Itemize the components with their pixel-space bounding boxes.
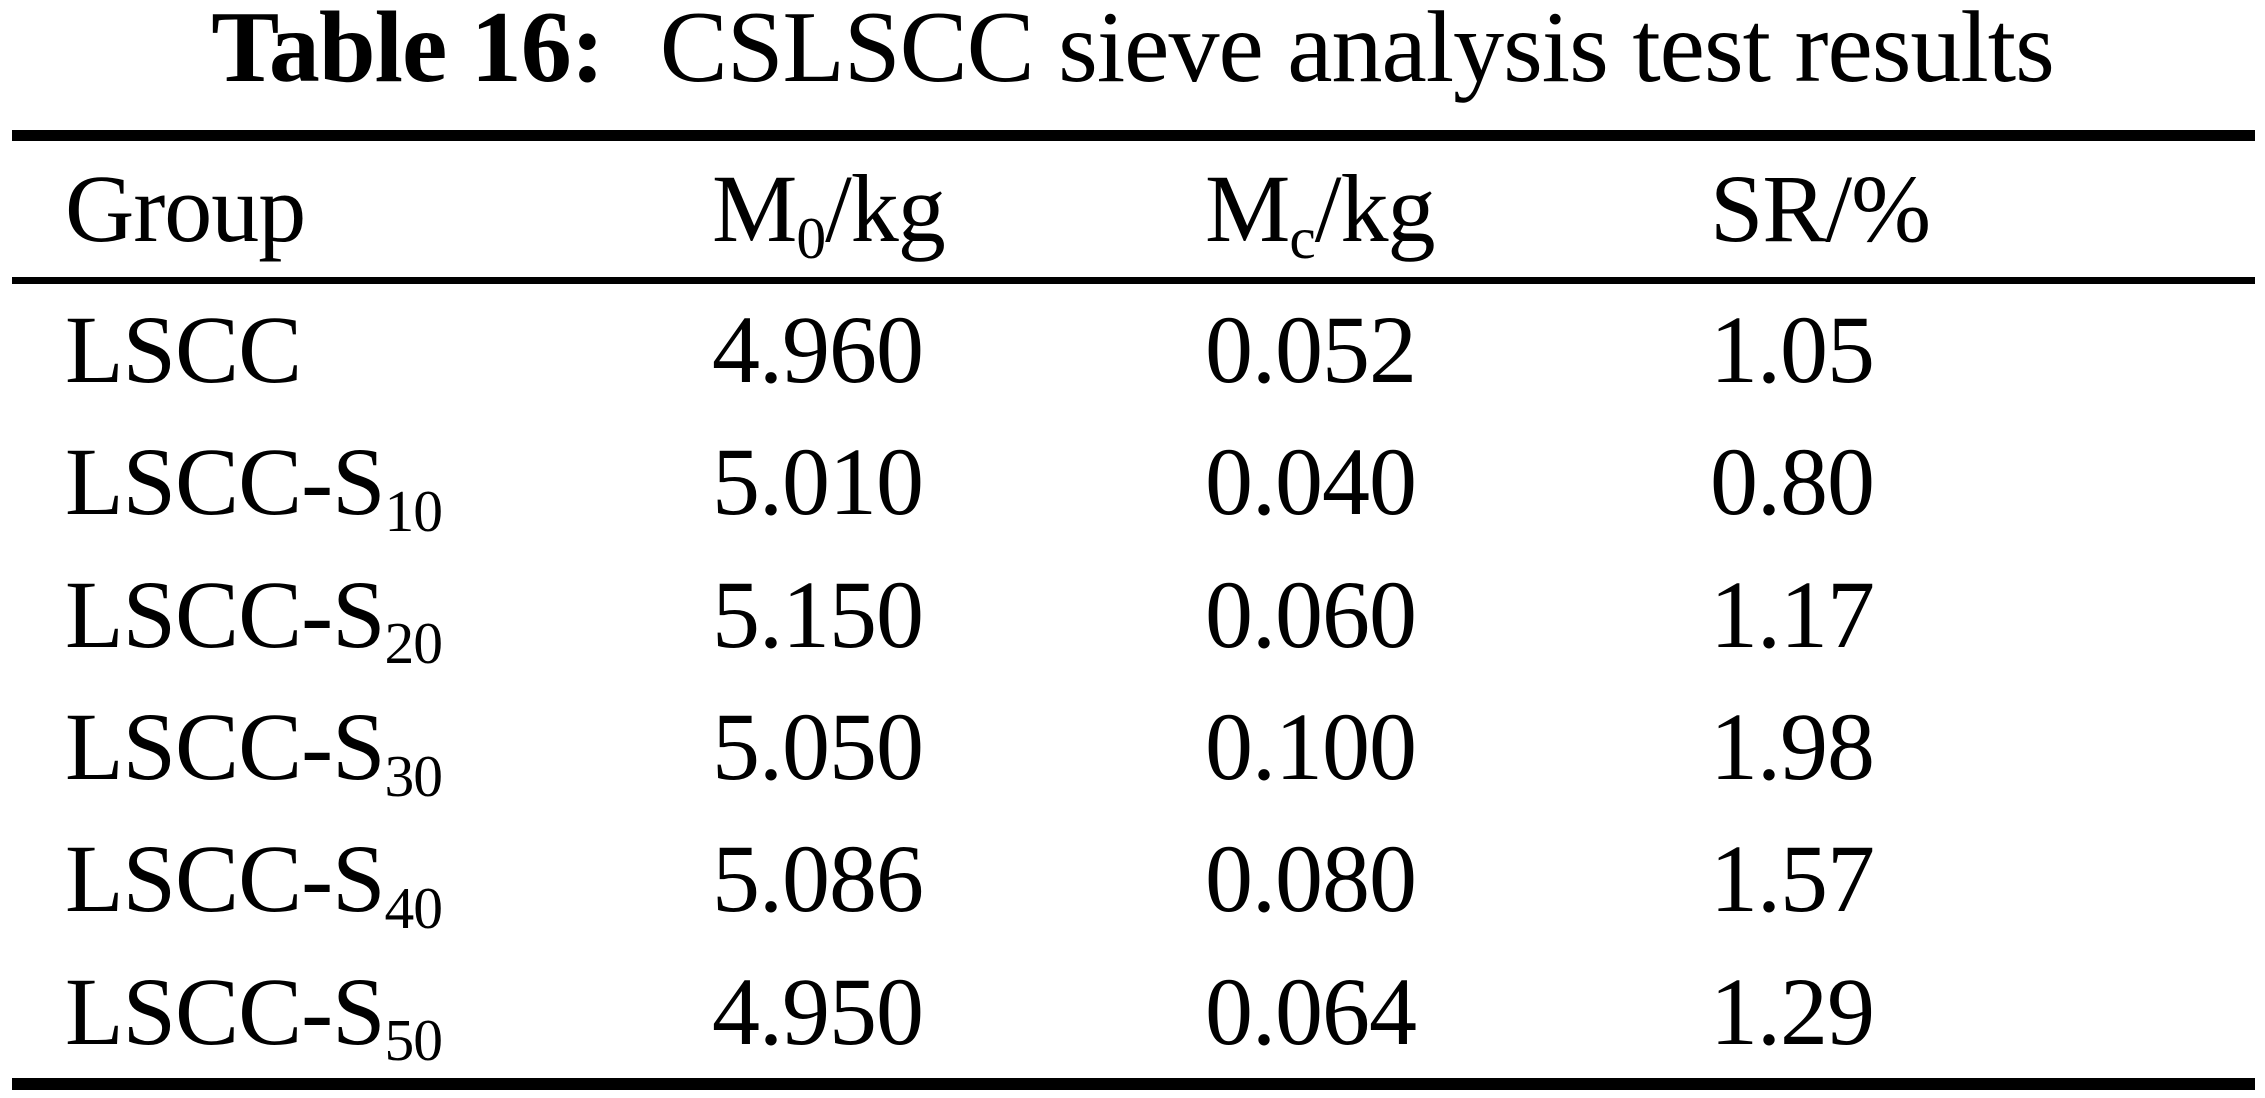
- table-body: LSCC 4.960 0.052 1.05 LSCC-S10 5.010 0.0…: [0, 284, 2265, 1078]
- table-header-row: Group M0/kg Mc/kg SR/%: [0, 141, 2265, 277]
- group-subscript: 30: [384, 742, 443, 809]
- cell-group: LSCC-S10: [65, 434, 712, 541]
- cell-mc: 0.040: [1205, 428, 1417, 536]
- table-caption-text: CSLSCC sieve analysis test results: [659, 0, 2055, 104]
- cell-mc: 0.052: [1205, 296, 1417, 404]
- cell-mc: 0.060: [1205, 560, 1417, 668]
- header-m0-unit: /kg: [825, 155, 946, 262]
- cell-sr: 1.57: [1710, 825, 1875, 933]
- cell-mc: 0.080: [1205, 825, 1417, 933]
- column-header-sr: SR/%: [1710, 155, 1931, 262]
- table-top-rule: [12, 130, 2255, 141]
- cell-group: LSCC: [65, 302, 712, 398]
- group-subscript: 50: [384, 1007, 443, 1074]
- cell-m0: 5.010: [712, 428, 924, 536]
- group-label: LSCC-S: [65, 560, 385, 668]
- group-subscript: 20: [384, 610, 443, 677]
- table-row: LSCC-S40 5.086 0.080 1.57: [0, 813, 2265, 945]
- cell-m0: 5.086: [712, 825, 924, 933]
- table-header-rule: [12, 277, 2255, 284]
- table-row: LSCC-S30 5.050 0.100 1.98: [0, 681, 2265, 813]
- cell-sr: 1.29: [1710, 957, 1875, 1065]
- cell-m0: 5.050: [712, 693, 924, 801]
- table-row: LSCC-S20 5.150 0.060 1.17: [0, 549, 2265, 681]
- header-mc-unit: /kg: [1314, 155, 1436, 262]
- cell-sr: 1.17: [1710, 560, 1875, 668]
- group-label: LSCC: [65, 296, 302, 404]
- table-caption: Table 16: CSLSCC sieve analysis test resu…: [0, 0, 2265, 114]
- group-subscript: 40: [384, 875, 443, 942]
- cell-m0: 4.950: [712, 957, 924, 1065]
- table-row: LSCC 4.960 0.052 1.05: [0, 284, 2265, 416]
- cell-m0: 4.960: [712, 296, 924, 404]
- cell-group: LSCC-S50: [65, 963, 712, 1070]
- cell-sr: 0.80: [1710, 428, 1875, 536]
- group-subscript: 10: [384, 478, 443, 545]
- group-label: LSCC-S: [65, 957, 385, 1065]
- cell-mc: 0.100: [1205, 693, 1417, 801]
- table-caption-label: Table 16:: [211, 0, 604, 104]
- table-row: LSCC-S10 5.010 0.040 0.80: [0, 416, 2265, 548]
- column-header-mc: Mc/kg: [1205, 161, 1710, 268]
- column-header-group: Group: [65, 155, 306, 262]
- column-header-m0: M0/kg: [712, 161, 1205, 268]
- cell-sr: 1.05: [1710, 296, 1875, 404]
- group-label: LSCC-S: [65, 428, 385, 536]
- table-row: LSCC-S50 4.950 0.064 1.29: [0, 946, 2265, 1078]
- cell-sr: 1.98: [1710, 693, 1875, 801]
- header-m0-symbol: M: [712, 155, 797, 262]
- header-m0-subscript: 0: [796, 204, 826, 271]
- group-label: LSCC-S: [65, 693, 385, 801]
- header-mc-symbol: M: [1205, 155, 1290, 262]
- header-mc-subscript: c: [1289, 204, 1315, 271]
- cell-m0: 5.150: [712, 560, 924, 668]
- table-bottom-rule: [12, 1078, 2255, 1090]
- cell-group: LSCC-S20: [65, 566, 712, 673]
- cell-mc: 0.064: [1205, 957, 1417, 1065]
- cell-group: LSCC-S40: [65, 831, 712, 938]
- cell-group: LSCC-S30: [65, 699, 712, 806]
- group-label: LSCC-S: [65, 825, 385, 933]
